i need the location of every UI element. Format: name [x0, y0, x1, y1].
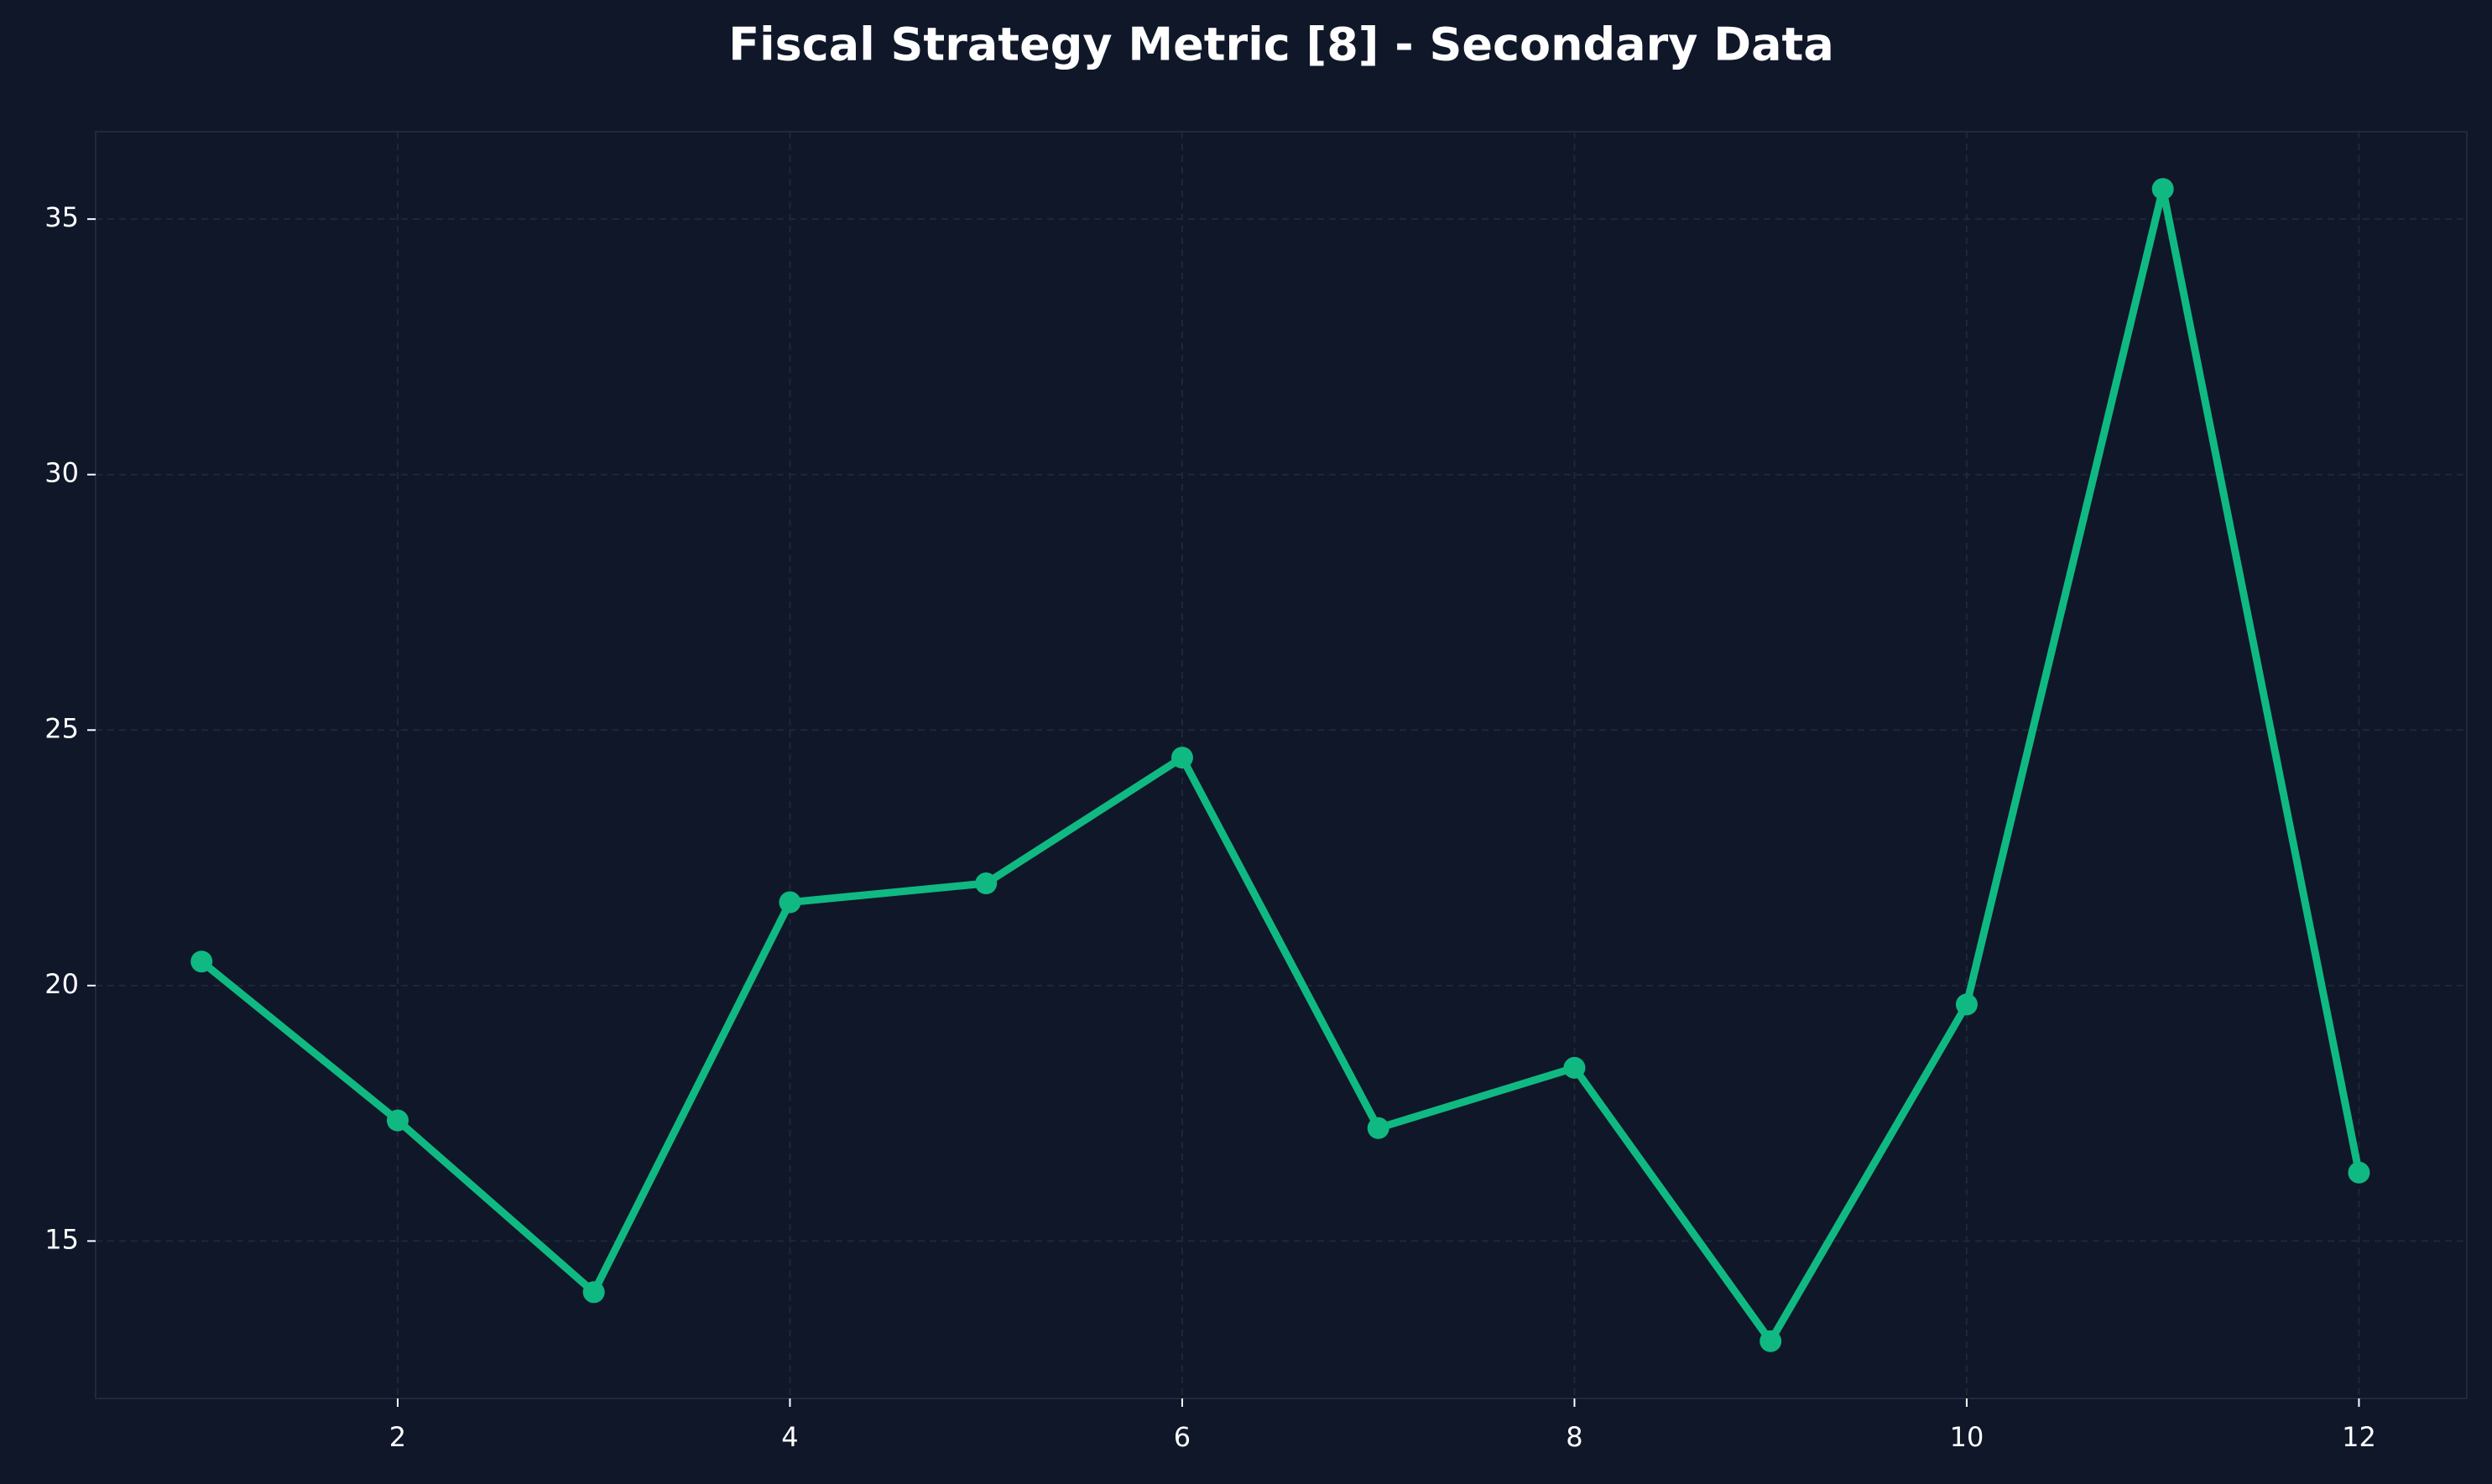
line [199, 185, 2363, 1346]
chart-title: Fiscal Strategy Metric [8] - Secondary D… [728, 18, 1834, 71]
y-tick-label: 35 [44, 201, 79, 233]
point [975, 872, 998, 895]
point [1563, 1056, 1586, 1079]
point [1367, 1117, 1389, 1139]
y-tick-label: 15 [44, 1223, 79, 1255]
point [779, 891, 801, 914]
y-tick-label: 25 [44, 712, 79, 744]
x-tick-label: 6 [1174, 1421, 1191, 1453]
x-tick-label: 2 [389, 1421, 406, 1453]
point [2151, 178, 2174, 200]
y-tick-label: 30 [44, 457, 79, 489]
x-tick-label: 12 [2342, 1421, 2376, 1453]
x-tick-label: 10 [1950, 1421, 1984, 1453]
plot-frame [95, 131, 2468, 1399]
y-tick-label: 20 [44, 968, 79, 1000]
x-tick-label: 8 [1566, 1421, 1582, 1453]
x-tick-label: 4 [781, 1421, 798, 1453]
point [1955, 993, 1978, 1016]
point [1760, 1330, 1782, 1352]
point [386, 1109, 409, 1132]
point [582, 1281, 605, 1304]
point [1170, 747, 1193, 769]
point [2348, 1161, 2370, 1184]
point [190, 950, 213, 973]
